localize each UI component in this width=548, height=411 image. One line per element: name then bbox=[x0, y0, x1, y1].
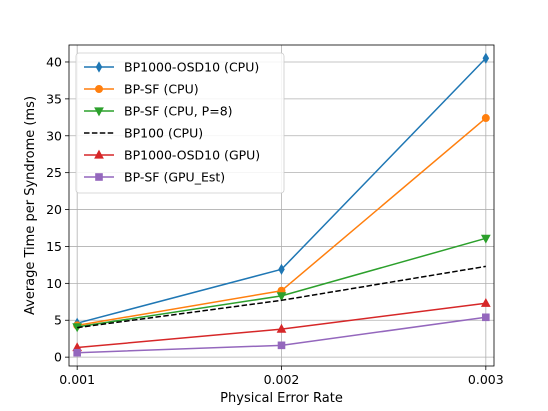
x-axis-label: Physical Error Rate bbox=[220, 391, 343, 406]
y-tick-label: 40 bbox=[46, 54, 62, 69]
data-point bbox=[480, 234, 491, 244]
legend-marker bbox=[95, 85, 104, 94]
legend-marker bbox=[95, 173, 103, 181]
legend-item: BP1000-OSD10 (GPU) bbox=[84, 148, 260, 163]
legend-label: BP1000-OSD10 (GPU) bbox=[124, 148, 260, 163]
data-point bbox=[480, 297, 491, 307]
x-tick-label: 0.002 bbox=[264, 372, 300, 387]
series bbox=[72, 297, 491, 352]
y-axis-label: Average Time per Syndrome (ms) bbox=[23, 96, 38, 315]
legend-item: BP-SF (CPU) bbox=[84, 82, 199, 97]
y-tick-label: 0 bbox=[54, 350, 62, 365]
x-tick-label: 0.003 bbox=[468, 372, 504, 387]
x-tick-label: 0.001 bbox=[59, 372, 95, 387]
y-tick-label: 15 bbox=[46, 239, 62, 254]
series bbox=[73, 313, 490, 357]
y-tick-label: 10 bbox=[46, 276, 62, 291]
legend-box bbox=[75, 52, 285, 194]
legend-label: BP100 (CPU) bbox=[124, 126, 203, 141]
legend: BP1000-OSD10 (CPU) BP-SF (CPU) BP-SF (CPU,… bbox=[75, 52, 285, 194]
data-point bbox=[73, 348, 81, 357]
data-point bbox=[481, 114, 490, 123]
series bbox=[77, 265, 486, 329]
legend-label: BP1000-OSD10 (CPU) bbox=[124, 60, 259, 75]
y-tick-label: 30 bbox=[46, 128, 62, 143]
legend-item: BP-SF (GPU_Est) bbox=[84, 170, 225, 185]
data-point bbox=[482, 313, 490, 322]
legend-marker bbox=[94, 107, 104, 117]
series-group bbox=[72, 52, 491, 357]
legend-label: BP-SF (GPU_Est) bbox=[124, 170, 225, 185]
legend-label: BP-SF (CPU, P=8) bbox=[124, 104, 233, 119]
y-tick-label: 25 bbox=[46, 165, 62, 180]
ticks: 0 5 10 15 20 25 30 35 40 0.001 0.002 0.003 bbox=[46, 54, 504, 387]
data-point bbox=[278, 263, 285, 275]
y-tick-label: 5 bbox=[54, 313, 62, 328]
legend-item: BP100 (CPU) bbox=[84, 126, 203, 141]
legend-marker bbox=[94, 149, 104, 159]
y-tick-label: 20 bbox=[46, 202, 62, 217]
series-line bbox=[77, 265, 486, 329]
legend-item: BP-SF (CPU, P=8) bbox=[84, 104, 233, 119]
data-point bbox=[276, 292, 287, 302]
y-tick-label: 35 bbox=[46, 91, 62, 106]
legend-item: BP1000-OSD10 (CPU) bbox=[84, 60, 259, 75]
data-point bbox=[276, 323, 287, 333]
legend-label: BP-SF (CPU) bbox=[124, 82, 199, 97]
legend-marker bbox=[95, 61, 103, 73]
data-point bbox=[482, 52, 490, 64]
data-point bbox=[277, 341, 286, 350]
